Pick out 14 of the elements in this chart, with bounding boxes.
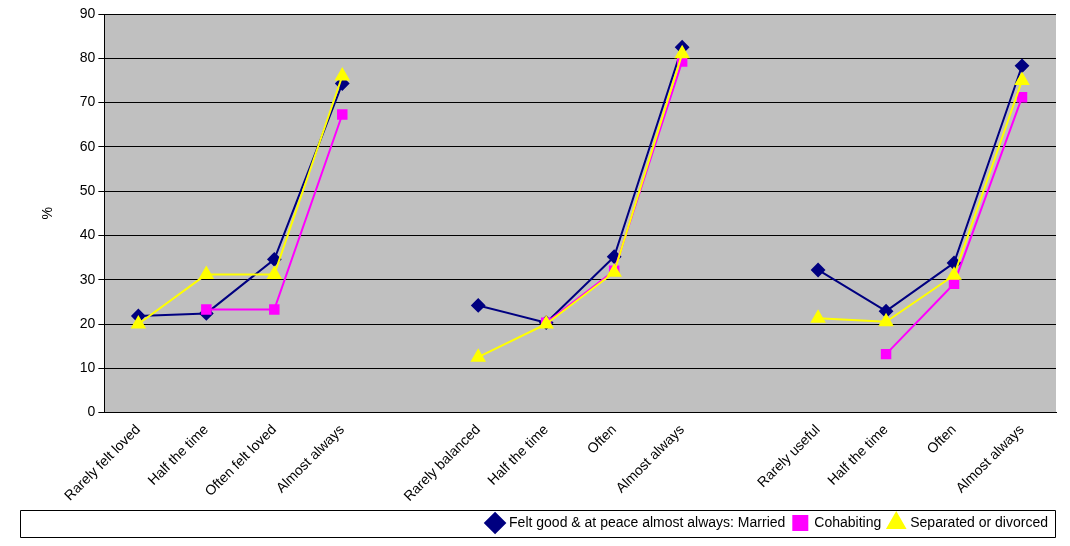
y-tick-label: 20 — [79, 314, 96, 331]
y-tick-label: 50 — [79, 182, 96, 199]
legend-label: Felt good & at peace almost always: Married — [509, 513, 786, 530]
y-tick-label: 10 — [79, 359, 96, 376]
y-axis-title: % — [39, 207, 56, 220]
y-tick-label: 40 — [79, 226, 96, 243]
legend-label: Cohabiting — [814, 513, 882, 530]
y-tick-label: 60 — [79, 137, 96, 154]
y-tick-label: 80 — [79, 49, 96, 66]
y-tick-label: 0 — [87, 403, 96, 420]
y-tick-label: 90 — [79, 4, 96, 21]
y-tick-label: 30 — [79, 270, 96, 287]
y-tick-label: 70 — [79, 93, 96, 110]
legend-label: Separated or divorced — [910, 513, 1049, 530]
